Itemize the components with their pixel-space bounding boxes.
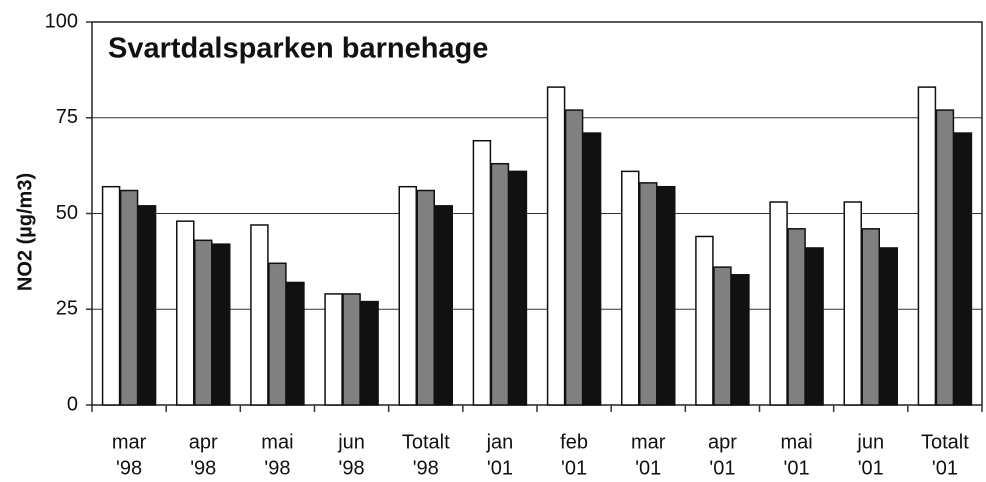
y-tick-label: 100 [45,10,78,32]
x-tick-label: jun [337,431,365,453]
x-tick-label: feb [560,431,588,453]
x-tick-label: Totalt [402,431,450,453]
bar [935,109,955,406]
x-tick-label: mar [631,431,666,453]
bar [953,132,973,406]
bar [695,235,714,406]
chart-title: Svartdalsparken barnehage [108,33,488,65]
x-tick-label: '01 [487,457,513,479]
x-tick-label: '98 [413,457,439,479]
bar [472,139,492,406]
x-tick-label: mai [261,431,293,453]
x-tick-label: jun [856,431,884,453]
bar [769,201,788,406]
y-tick-label: 50 [56,202,78,224]
x-tick-label: apr [708,431,737,453]
bar [119,189,139,406]
x-tick-label: '01 [635,457,661,479]
x-tick-label: '98 [116,457,142,479]
bar [917,86,937,406]
bar [268,262,287,406]
x-tick-label: '01 [932,457,958,479]
x-tick-label: '98 [339,457,365,479]
x-tick-label: apr [189,431,218,453]
x-tick-label: '01 [561,457,587,479]
x-tick-label: Totalt [921,431,969,453]
bar [843,201,862,406]
bar [342,293,361,406]
x-tick-label: mai [780,431,812,453]
bar [546,86,566,406]
bar [879,247,898,406]
bar [564,109,584,406]
bar [582,132,602,406]
bar [434,205,453,406]
bar [508,170,528,406]
bar [212,243,231,406]
bar [787,228,806,406]
bar [398,185,417,406]
bar [621,170,640,406]
x-tick-label: '98 [190,457,216,479]
bar [101,185,121,406]
bar [137,205,157,406]
bar [490,162,510,406]
x-tick-label: '01 [709,457,735,479]
x-tick-label: '01 [858,457,884,479]
bar [324,293,343,406]
x-tick-label: mar [112,431,147,453]
x-tick-label: '01 [784,457,810,479]
bar [639,182,658,406]
bar [416,189,435,406]
bar [176,220,195,406]
bar [286,281,305,406]
bar [861,228,880,406]
bar [657,185,676,406]
bar [360,300,379,406]
x-tick-label: jan [486,431,514,453]
bar [194,239,213,406]
x-tick-label: '98 [264,457,290,479]
y-tick-label: 0 [67,393,78,415]
bar [250,224,269,406]
bar [731,274,750,406]
bar [805,247,824,406]
bar [713,266,732,406]
y-tick-label: 75 [56,106,78,128]
y-axis-label: NO2 (µg/m3) [14,173,36,291]
y-tick-label: 25 [56,298,78,320]
